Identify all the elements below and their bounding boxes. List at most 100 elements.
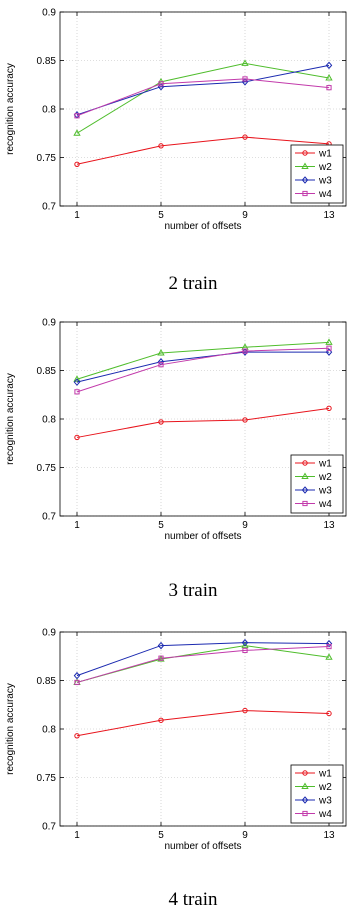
data-point [326, 710, 332, 717]
series-line [76, 351, 329, 383]
data-point [158, 717, 164, 723]
data-point [74, 679, 80, 686]
legend: w1 w2 w3 w4 [290, 764, 344, 824]
y-tick-label: 0.9 [42, 8, 56, 19]
plot-frame [59, 11, 347, 207]
x-tick-label: 13 [323, 830, 335, 841]
data-point [326, 345, 332, 351]
x-tick-label: 5 [158, 520, 164, 531]
data-point [325, 61, 333, 70]
legend-marker [301, 486, 309, 494]
series-w3 [73, 638, 333, 680]
data-point [242, 76, 248, 82]
series-w1 [74, 707, 332, 739]
series-line [76, 347, 330, 393]
legend-label: w2 [318, 162, 332, 173]
data-point [158, 81, 164, 87]
data-point [158, 362, 164, 368]
legend: w1 w2 w3 w4 [290, 454, 344, 514]
data-point [158, 143, 164, 149]
y-axis-label: recognition accuracy [5, 683, 16, 775]
data-point [326, 643, 332, 650]
data-point [73, 375, 81, 382]
legend-box [290, 764, 344, 824]
legend-marker [302, 150, 308, 156]
series-line [76, 646, 330, 683]
series-line [76, 341, 330, 380]
data-point [325, 73, 333, 81]
data-point [325, 653, 333, 660]
legend-label: w3 [318, 486, 332, 497]
y-tick-label: 0.85 [37, 366, 57, 377]
series-line [76, 78, 330, 117]
data-point [73, 671, 81, 680]
chart-panel-3: 0.7 0.75 0.8 0.85 0.9 1 5 9 13 number of offsets r… [5, 628, 347, 910]
y-axis-label: recognition accuracy [5, 63, 16, 155]
x-tick-label: 1 [74, 830, 80, 841]
y-tick-label: 0.9 [42, 318, 56, 329]
data-point [74, 113, 80, 119]
data-point [241, 59, 249, 66]
data-point [158, 419, 164, 425]
x-tick-label: 9 [242, 210, 248, 221]
x-tick-label: 5 [158, 830, 164, 841]
legend-marker [302, 810, 308, 817]
legend-label: w2 [318, 782, 332, 793]
x-tick-label: 5 [158, 210, 164, 221]
series-w1 [74, 134, 332, 167]
series-w2 [73, 59, 333, 136]
legend-marker [302, 770, 308, 776]
legend-marker [301, 796, 309, 804]
x-tick-label: 9 [242, 520, 248, 531]
data-point [73, 129, 81, 136]
data-point [241, 638, 249, 647]
panel-caption: 2 train [168, 273, 218, 294]
series-line [76, 407, 330, 438]
series-w2 [73, 338, 333, 382]
legend-label: w1 [318, 149, 332, 160]
x-tick-label: 1 [74, 210, 80, 221]
legend-label: w1 [318, 459, 332, 470]
y-tick-label: 0.85 [37, 676, 57, 687]
data-point [242, 647, 248, 654]
legend-marker [301, 176, 309, 184]
series-line [76, 64, 330, 116]
legend-marker [302, 500, 308, 507]
legend-marker [301, 472, 309, 479]
data-point [74, 733, 80, 739]
series-w4 [74, 643, 332, 686]
y-tick-label: 0.9 [42, 628, 56, 639]
legend-marker [301, 162, 309, 169]
panel-caption: 3 train [168, 580, 218, 601]
series-w4 [74, 76, 332, 119]
y-tick-label: 0.75 [37, 153, 57, 164]
legend-label: w2 [318, 472, 332, 483]
y-tick-label: 0.75 [37, 463, 57, 474]
data-point [74, 434, 80, 441]
y-tick-label: 0.8 [42, 415, 56, 426]
data-point [242, 707, 248, 714]
series-line [76, 62, 330, 134]
legend-marker [302, 460, 308, 466]
legend-label: w3 [318, 176, 332, 187]
legend-label: w4 [318, 499, 332, 510]
y-tick-label: 0.8 [42, 725, 56, 736]
data-point [326, 405, 332, 412]
legend-marker [301, 782, 309, 789]
x-tick-label: 13 [323, 210, 335, 221]
x-tick-label: 13 [323, 520, 335, 531]
data-point [242, 134, 248, 140]
x-tick-label: 9 [242, 830, 248, 841]
legend-label: w4 [318, 809, 332, 820]
chart-panel-2: 0.7 0.75 0.8 0.85 0.9 1 5 9 13 number of offsets r… [5, 318, 347, 601]
series-line [76, 136, 330, 165]
y-tick-label: 0.75 [37, 773, 57, 784]
data-point [74, 161, 80, 167]
data-point [242, 348, 248, 354]
data-point [157, 349, 165, 356]
plot-frame [59, 631, 347, 827]
series-w1 [74, 405, 332, 441]
x-axis-label: number of offsets [164, 531, 241, 542]
y-tick-label: 0.7 [42, 822, 56, 833]
